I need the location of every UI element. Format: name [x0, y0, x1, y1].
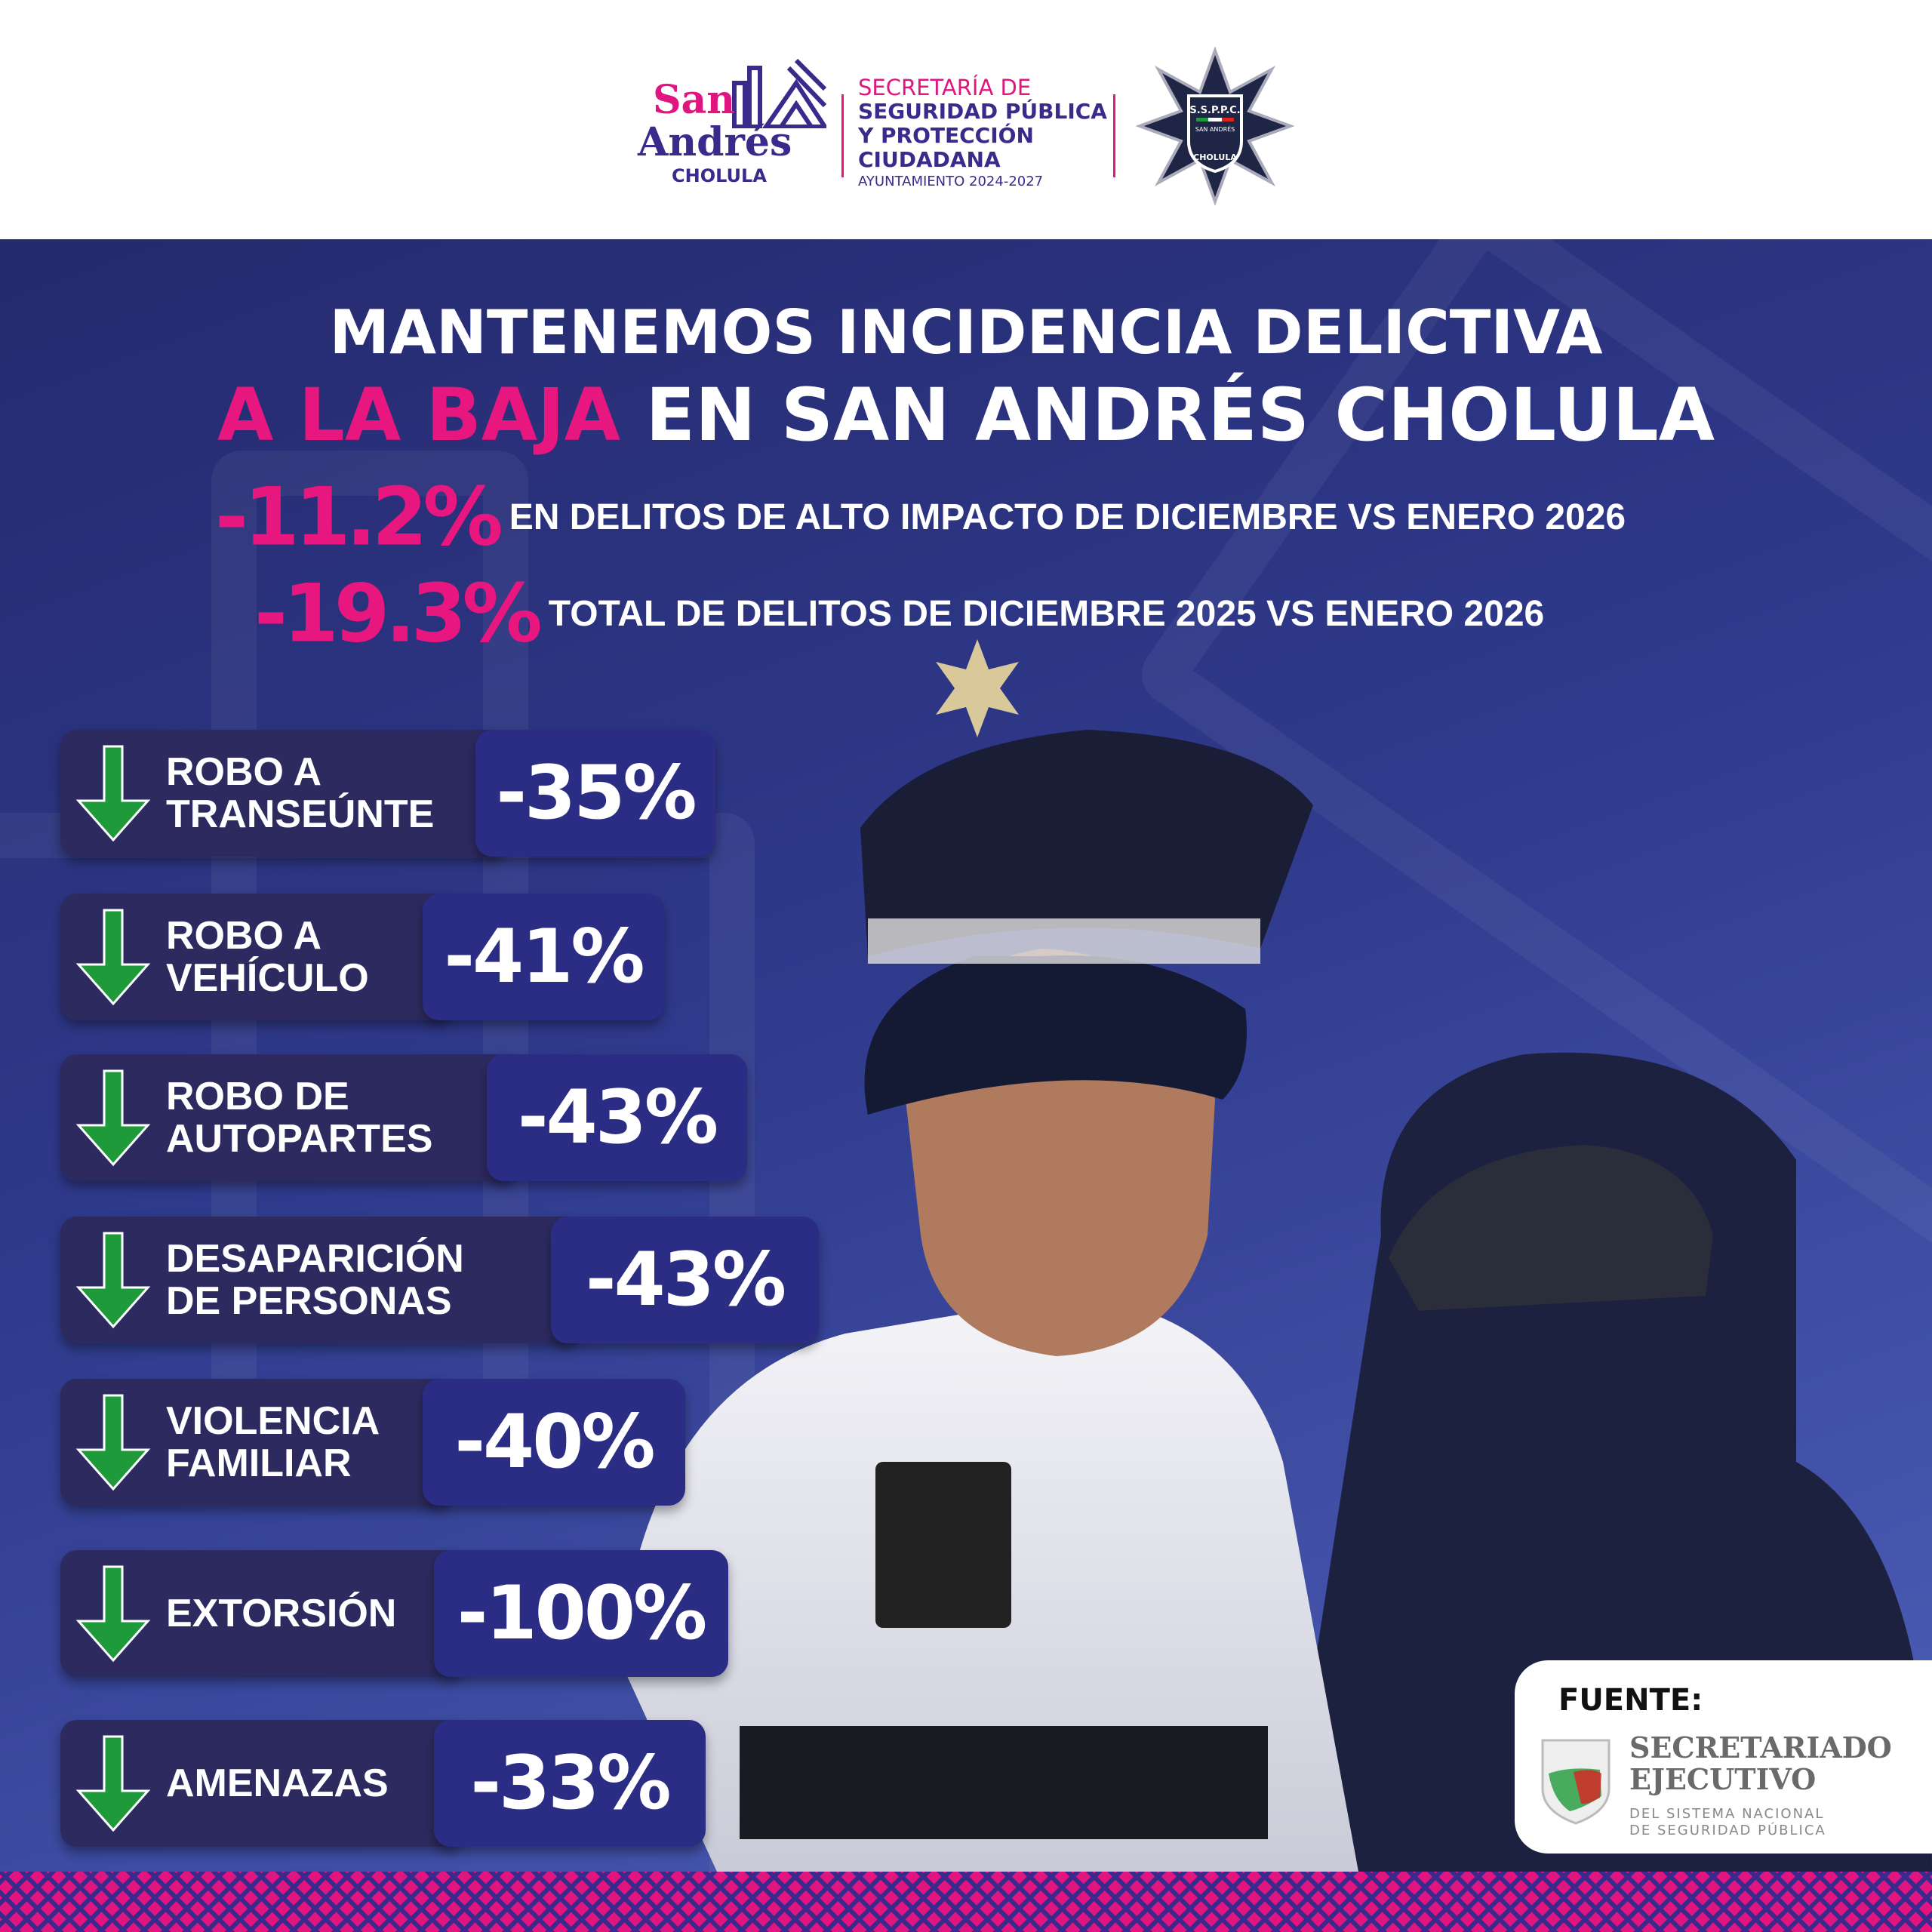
crime-label-box: EXTORSIÓN — [60, 1550, 464, 1677]
decorative-pattern-strip — [0, 1872, 1932, 1932]
crime-label: ROBO A VEHÍCULO — [166, 914, 369, 1000]
crime-change-value: -40% — [423, 1379, 685, 1506]
source-org-subtitle: DEL SISTEMA NACIONAL DE SEGURIDAD PÚBLICA — [1629, 1806, 1826, 1838]
arrow-down-icon — [75, 1069, 151, 1167]
svg-text:S.S.P.P.C.: S.S.P.P.C. — [1189, 105, 1240, 116]
svg-text:CHOLULA: CHOLULA — [1193, 152, 1237, 162]
crime-change-value: -33% — [434, 1720, 706, 1847]
arrow-down-icon — [75, 1394, 151, 1491]
crime-label-box: ROBO DE AUTOPARTES — [60, 1054, 517, 1181]
arrow-down-icon — [75, 909, 151, 1006]
divider — [841, 94, 844, 177]
crime-label: ROBO DE AUTOPARTES — [166, 1075, 433, 1161]
city-skyline-icon — [732, 58, 826, 128]
crime-label-box: ROBO A TRANSEÚNTE — [60, 730, 506, 857]
arrow-down-icon — [75, 745, 151, 842]
crime-label-box: DESAPARICIÓN DE PERSONAS — [60, 1217, 581, 1343]
arrow-down-icon — [75, 1565, 151, 1663]
crime-label: DESAPARICIÓN DE PERSONAS — [166, 1237, 464, 1323]
main-panel: MANTENEMOS INCIDENCIA DELICTIVA A LA BAJ… — [0, 239, 1932, 1872]
stat-total: -19.3% TOTAL DE DELITOS DE DICIEMBRE 2025… — [254, 567, 1545, 660]
crime-label-box: VIOLENCIA FAMILIAR — [60, 1379, 453, 1506]
crime-change-value: -41% — [423, 894, 664, 1020]
crime-label-box: AMENAZAS — [60, 1720, 464, 1847]
crime-label: AMENAZAS — [166, 1761, 389, 1805]
crime-label: ROBO A TRANSEÚNTE — [166, 750, 435, 836]
crime-label: EXTORSIÓN — [166, 1592, 397, 1635]
crime-label-box: ROBO A VEHÍCULO — [60, 894, 453, 1020]
header: San Andrés CHOLULA SECRETARÍA DE SEGURID… — [0, 0, 1932, 239]
sesnsp-shield-icon — [1541, 1739, 1611, 1825]
source-org-name: SECRETARIADO EJECUTIVO — [1629, 1730, 1892, 1796]
crime-change-value: -43% — [487, 1054, 747, 1181]
crime-change-value: -100% — [434, 1550, 728, 1677]
headline-line-2: A LA BAJA EN SAN ANDRÉS CHOLULA — [217, 373, 1715, 457]
divider — [1113, 94, 1115, 177]
secretaria-logo-text: SECRETARÍA DE SEGURIDAD PÚBLICA Y PROTEC… — [858, 75, 1107, 189]
arrow-down-icon — [75, 1232, 151, 1329]
crime-change-value: -35% — [475, 730, 715, 857]
crime-change-value: -43% — [551, 1217, 819, 1343]
svg-text:SAN ANDRÉS: SAN ANDRÉS — [1195, 125, 1235, 133]
stat-high-impact: -11.2% EN DELITOS DE ALTO IMPACTO DE DICI… — [215, 470, 1626, 564]
source-box: FUENTE: SECRETARIADO EJECUTIVO DEL SISTEM… — [1515, 1660, 1932, 1854]
crime-label: VIOLENCIA FAMILIAR — [166, 1399, 380, 1485]
arrow-down-icon — [75, 1735, 151, 1832]
san-andres-cholula-logo: San Andrés CHOLULA — [630, 53, 826, 189]
headline-line-1: MANTENEMOS INCIDENCIA DELICTIVA — [329, 297, 1603, 368]
police-badge-icon: S.S.P.P.C. SAN ANDRÉS CHOLULA — [1136, 47, 1294, 205]
